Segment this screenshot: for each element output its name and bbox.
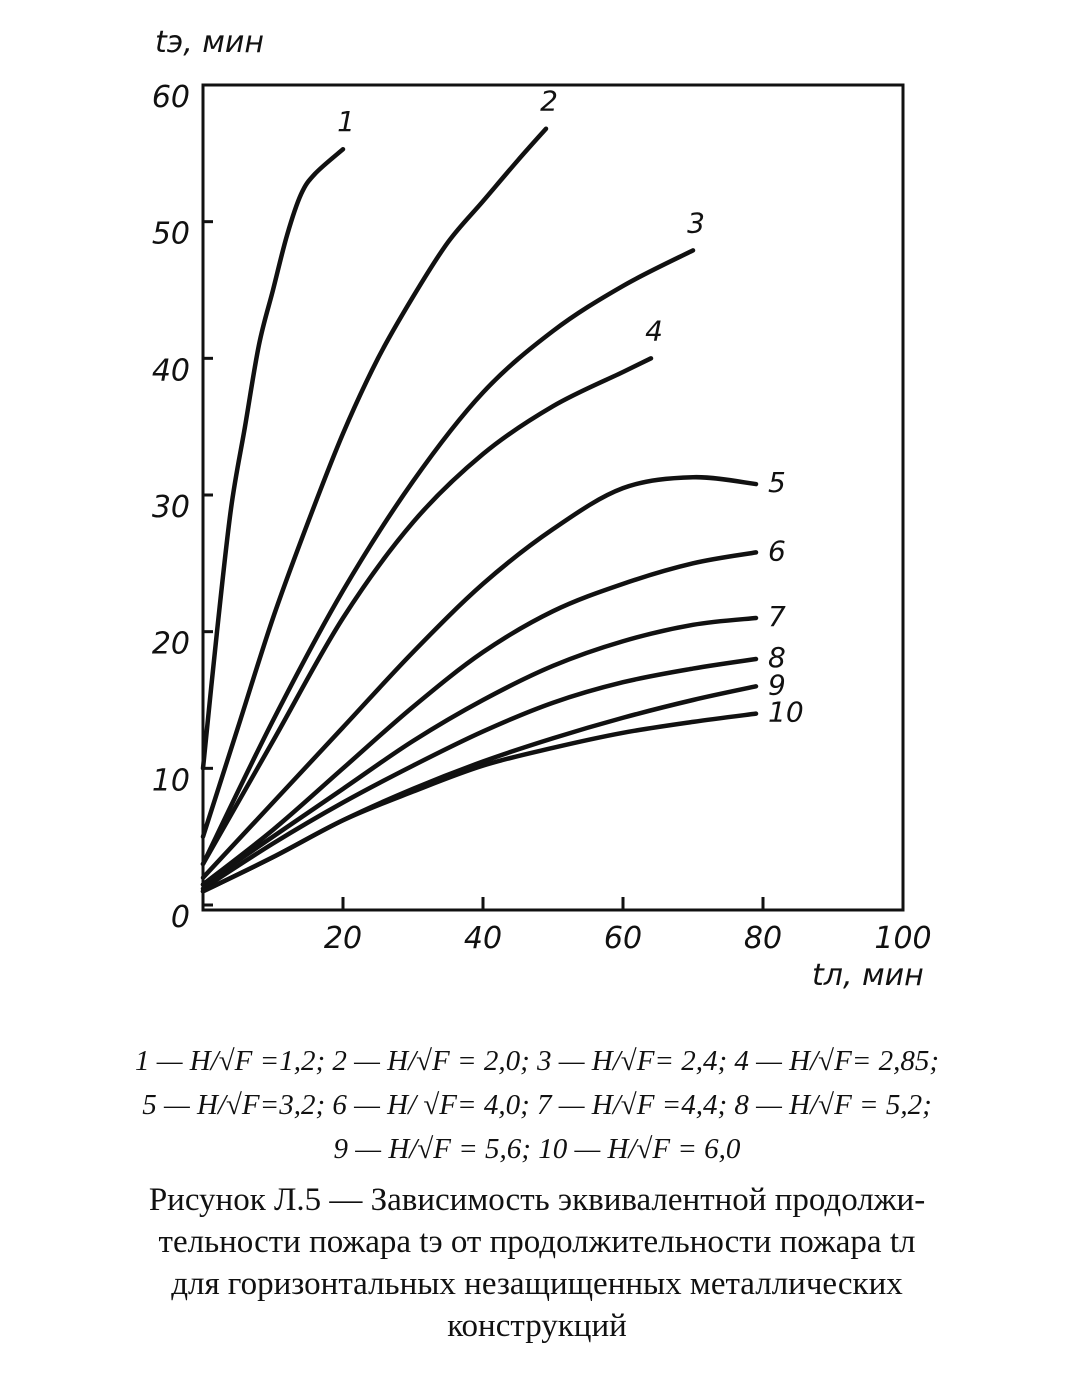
plot-frame (201, 83, 905, 912)
curve-label: 2 (540, 85, 558, 118)
x-axis-label: tл, мин (812, 958, 924, 993)
y-axis-label: tэ, мин (155, 25, 264, 60)
curve-label: 3 (687, 206, 705, 239)
curve-label: 5 (768, 466, 786, 499)
curve (200, 126, 549, 839)
x-tick-label: 40 (464, 921, 502, 956)
curve-label: 9 (768, 668, 786, 701)
curve (200, 656, 759, 891)
legend-line: 1 — H/√F =1,2; 2 — H/√F = 2,0; 3 — H/√F=… (135, 1045, 939, 1077)
y-tick-label: 50 (152, 217, 190, 252)
caption-line: конструкций (447, 1308, 627, 1344)
curve-label: 6 (768, 534, 786, 567)
curve-label: 7 (768, 600, 786, 633)
y-tick-label: 30 (152, 490, 190, 525)
y-tick-label: 20 (152, 627, 190, 662)
curve (200, 711, 759, 894)
curve (200, 615, 759, 887)
curve-label: 10 (768, 696, 804, 729)
legend-line: 9 — H/√F = 5,6; 10 — H/√F = 6,0 (334, 1133, 741, 1165)
caption-line: тельности пожара tэ от продолжительности… (159, 1224, 916, 1260)
x-tick-label: 80 (744, 921, 782, 956)
y-tick-label: 0 (171, 900, 190, 935)
caption-line: Рисунок Л.5 — Зависимость эквивалентной … (149, 1182, 925, 1218)
curve (200, 474, 759, 880)
x-tick-label: 60 (604, 921, 642, 956)
y-tick-label: 60 (152, 80, 190, 115)
caption-line: для горизонтальных незащищенных металлич… (171, 1266, 903, 1302)
curve-label: 4 (645, 314, 663, 347)
y-tick-label: 40 (152, 353, 190, 388)
curve-label: 8 (768, 641, 786, 674)
curve (200, 146, 346, 771)
x-tick-label: 100 (874, 921, 931, 956)
curve-label: 1 (337, 105, 355, 138)
x-tick-label: 20 (324, 921, 362, 956)
y-tick-label: 10 (152, 763, 190, 798)
legend-line: 5 — H/√F=3,2; 6 — H/ √F= 4,0; 7 — H/√F =… (142, 1089, 932, 1121)
curve (200, 550, 759, 887)
curve (200, 356, 654, 867)
curve (200, 248, 696, 867)
